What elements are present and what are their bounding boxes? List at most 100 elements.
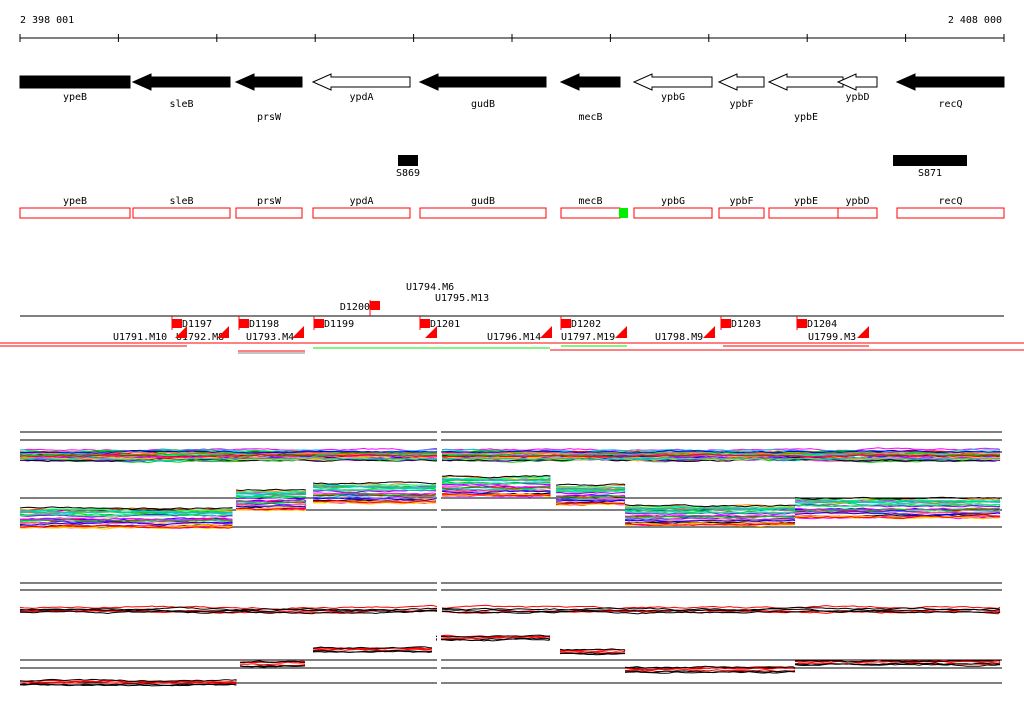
trace-line xyxy=(441,449,1001,454)
trace-line xyxy=(235,496,307,500)
ruler-end-label: 2 408 000 xyxy=(948,15,1002,26)
gene-arrow-gudB[interactable] xyxy=(418,73,547,91)
trace-line xyxy=(19,513,233,517)
trace-line xyxy=(555,502,626,505)
gene-arrow-mecB[interactable] xyxy=(559,73,621,91)
segment-marker[interactable] xyxy=(721,319,731,328)
trace-line xyxy=(435,637,551,641)
trace-line xyxy=(794,514,1001,520)
gene-box-prsW[interactable] xyxy=(235,207,303,219)
trace-line xyxy=(441,474,551,479)
gene-box-gudB[interactable] xyxy=(419,207,547,219)
trace-line xyxy=(235,490,307,494)
ruler-start-label: 2 398 001 xyxy=(20,15,74,26)
trace-line xyxy=(624,521,796,526)
gene-arrow-sleB[interactable] xyxy=(131,73,231,91)
trace-line xyxy=(624,519,796,523)
trace-line xyxy=(235,488,307,492)
plot-panel-summary-2 xyxy=(19,633,1002,693)
trace-line xyxy=(560,651,626,654)
gap-divider xyxy=(437,633,441,693)
trace-line xyxy=(435,638,551,642)
gene-label: sleB xyxy=(169,99,193,110)
gene-box-ypeB[interactable] xyxy=(19,207,131,219)
gene-box-ypbG[interactable] xyxy=(633,207,713,219)
gene-track: ypeB sleB prsW ypdA gudB mecB ypbG ypbF ypbE ypbD… xyxy=(19,73,1005,123)
gene-box-label: recQ xyxy=(938,196,962,207)
segment-marker[interactable] xyxy=(420,319,430,328)
gene-box-label: ypbD xyxy=(845,196,869,207)
trace-line xyxy=(235,509,307,512)
gene-label: mecB xyxy=(578,112,602,123)
green-marker xyxy=(619,208,628,218)
gene-arrow-ypdA[interactable] xyxy=(311,73,411,91)
segment-label-U1793.M4: U1793.M4 xyxy=(246,332,294,343)
gene-arrow-ypbF[interactable] xyxy=(717,73,765,91)
trace-line xyxy=(556,499,625,503)
trace-line xyxy=(239,661,306,664)
expression-plots xyxy=(19,428,1002,693)
gene-box-sleB[interactable] xyxy=(132,207,231,219)
trace-line xyxy=(312,484,437,489)
trace-line xyxy=(312,484,437,487)
trace-line xyxy=(625,523,796,526)
gene-label: ypdA xyxy=(349,92,373,103)
trace-line xyxy=(19,524,233,529)
gene-arrow-ypbG[interactable] xyxy=(632,73,713,91)
trace-line xyxy=(312,497,437,501)
trace-line xyxy=(555,498,626,501)
trace-line xyxy=(19,456,439,462)
segment-label-D1200: D1200 xyxy=(340,302,370,313)
trace-line xyxy=(441,482,551,486)
gene-arrow-ypbD[interactable] xyxy=(836,73,878,91)
trace-line xyxy=(19,678,237,683)
trace-line xyxy=(441,608,1001,613)
trace-line xyxy=(19,452,439,456)
trace-line xyxy=(624,669,796,673)
trace-line xyxy=(312,648,433,652)
trace-line xyxy=(19,458,439,463)
trace-line xyxy=(559,652,626,656)
trace-line xyxy=(441,484,551,489)
trace-line xyxy=(624,506,796,511)
trace-line xyxy=(555,495,626,498)
gene-box-ypbE[interactable] xyxy=(768,207,844,219)
segment-marker[interactable] xyxy=(797,319,807,328)
trace-line xyxy=(624,665,796,669)
gene-arrow-ypbE[interactable] xyxy=(767,73,844,91)
gap-divider xyxy=(437,428,441,468)
segment-end-marker xyxy=(175,326,187,338)
gene-box-ypbF[interactable] xyxy=(718,207,765,219)
trace-line xyxy=(435,635,551,640)
trace-line xyxy=(312,488,437,492)
trace-line xyxy=(312,500,437,504)
trace-line xyxy=(441,486,551,490)
trace-line xyxy=(559,648,626,651)
gene-box-recQ[interactable] xyxy=(896,207,1005,219)
trace-line xyxy=(441,609,1001,615)
trace-line xyxy=(624,504,796,508)
gene-box-mecB[interactable] xyxy=(560,207,621,219)
segment-end-marker xyxy=(857,326,869,338)
site-S871[interactable] xyxy=(893,155,967,166)
segment-label-U1794.M6: U1794.M6 xyxy=(406,282,454,293)
trace-line xyxy=(441,452,1001,457)
segment-marker[interactable] xyxy=(314,319,324,328)
gene-arrow-recQ[interactable] xyxy=(895,73,1005,91)
trace-line xyxy=(441,457,1001,461)
gene-label: ypbD xyxy=(845,92,869,103)
segment-marker[interactable] xyxy=(172,319,182,328)
trace-line xyxy=(435,634,551,638)
gene-label: prsW xyxy=(257,112,282,123)
gene-arrow-ypeB[interactable] xyxy=(19,75,131,89)
site-S869[interactable] xyxy=(398,155,418,166)
gene-arrow-prsW[interactable] xyxy=(234,73,303,91)
gene-label: recQ xyxy=(938,99,962,110)
gene-box-ypdA[interactable] xyxy=(312,207,411,219)
trace-line xyxy=(794,504,1001,508)
trace-line xyxy=(235,496,307,499)
segment-marker[interactable] xyxy=(561,319,571,328)
segment-marker[interactable] xyxy=(370,301,380,310)
segment-marker[interactable] xyxy=(239,319,249,328)
gene-box-ypbD[interactable] xyxy=(837,207,878,219)
